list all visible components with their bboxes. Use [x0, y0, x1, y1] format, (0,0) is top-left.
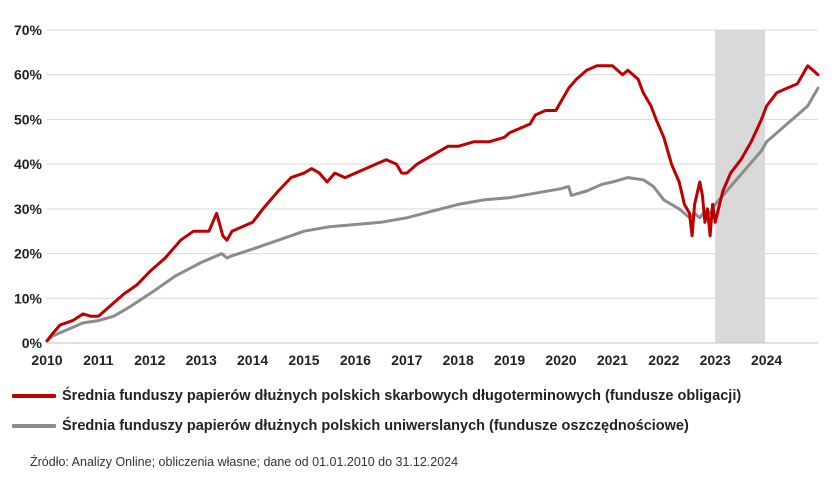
- x-tick-label: 2022: [648, 352, 679, 368]
- legend-item-bond-funds: Średnia funduszy papierów dłużnych polsk…: [12, 388, 741, 404]
- y-tick-label: 0%: [22, 335, 43, 351]
- y-tick-label: 10%: [14, 290, 43, 306]
- x-tick-label: 2021: [597, 352, 628, 368]
- series-layer: [45, 64, 820, 343]
- y-tick-label: 50%: [14, 111, 43, 127]
- highlight-band: [715, 30, 766, 343]
- source-note: Źródło: Analizy Online; obliczenia własn…: [30, 455, 459, 469]
- y-tick-label: 30%: [14, 201, 43, 217]
- y-tick-label: 20%: [14, 246, 43, 262]
- y-tick-label: 70%: [14, 22, 43, 38]
- line-chart: 0% 10% 20% 30% 40% 50% 60% 70% 2010 2011 2012 2013…: [14, 22, 820, 368]
- y-tick-label: 40%: [14, 156, 43, 172]
- x-tick-label: 2023: [700, 352, 731, 368]
- legend-swatch-grey: [12, 424, 56, 428]
- x-tick-label: 2020: [545, 352, 576, 368]
- x-tick-label: 2015: [288, 352, 319, 368]
- x-tick-label: 2012: [134, 352, 165, 368]
- series-line-bond-funds: [45, 64, 820, 343]
- y-axis-ticks: 0% 10% 20% 30% 40% 50% 60% 70%: [14, 22, 43, 351]
- highlight-band-layer: [715, 30, 766, 343]
- legend-label-bond-funds: Średnia funduszy papierów dłużnych polsk…: [62, 388, 742, 404]
- series-line-savings-funds: [45, 86, 820, 343]
- x-tick-label: 2017: [391, 352, 422, 368]
- x-tick-label: 2024: [751, 352, 782, 368]
- x-tick-label: 2016: [340, 352, 371, 368]
- x-axis-ticks: 2010 2011 2012 2013 2014 2015 2016 2017 2018 2019…: [31, 352, 782, 368]
- x-tick-label: 2019: [494, 352, 525, 368]
- legend-swatch-red: [12, 394, 56, 398]
- y-tick-label: 60%: [14, 67, 43, 83]
- x-tick-label: 2013: [186, 352, 217, 368]
- x-tick-label: 2010: [31, 352, 62, 368]
- legend-label-savings-funds: Średnia funduszy papierów dłużnych polsk…: [62, 418, 689, 434]
- legend-item-savings-funds: Średnia funduszy papierów dłużnych polsk…: [12, 418, 689, 434]
- gridlines: [47, 29, 818, 344]
- x-tick-label: 2018: [443, 352, 474, 368]
- x-tick-label: 2014: [237, 352, 268, 368]
- x-tick-label: 2011: [83, 352, 114, 368]
